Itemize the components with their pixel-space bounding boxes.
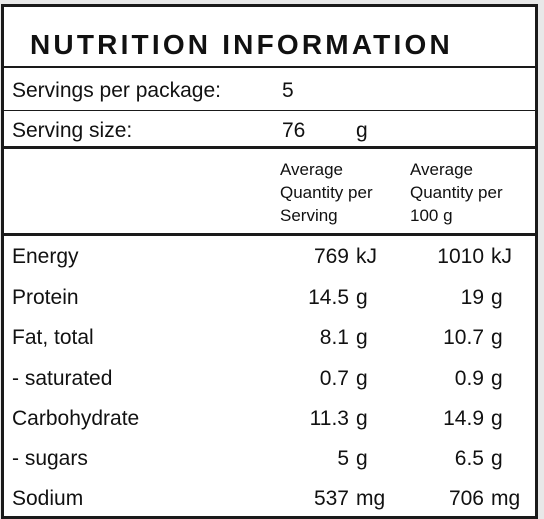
nutrient-name: - sugars — [12, 447, 88, 470]
per-100g-value: 10.7 — [443, 326, 484, 349]
per-100g-unit: g — [491, 286, 503, 309]
per-serving-unit: mg — [356, 487, 386, 510]
servings-divider — [4, 110, 535, 111]
table-row: - saturated 0.7 g 0.9 g — [4, 367, 535, 395]
table-row: Sodium 537 mg 706 mg — [4, 487, 535, 515]
nutrient-name: - saturated — [12, 367, 113, 390]
per-100g-unit: kJ — [491, 245, 512, 268]
per-100g-value: 1010 — [437, 245, 484, 268]
nutrition-panel: NUTRITION INFORMATION Servings per packa… — [1, 4, 538, 519]
per-serving-value: 8.1 — [319, 326, 349, 349]
serving-size-value: 76 — [282, 119, 306, 142]
per-serving-unit: g — [356, 407, 368, 430]
per-serving-value: 5 — [337, 447, 349, 470]
per-serving-unit: kJ — [356, 245, 377, 268]
per-100g-unit: mg — [491, 487, 521, 510]
serving-size-label: Serving size: — [12, 119, 133, 142]
per-100g-value: 14.9 — [443, 407, 484, 430]
per-serving-value: 0.7 — [319, 367, 349, 390]
per-100g-value: 19 — [460, 286, 484, 309]
table-row: - sugars 5 g 6.5 g — [4, 447, 535, 475]
per-100g-unit: g — [491, 407, 503, 430]
table-row: Energy 769 kJ 1010 kJ — [4, 245, 535, 273]
per-serving-value: 537 — [313, 487, 349, 510]
nutrient-name: Protein — [12, 286, 79, 309]
column-header-per-100g: Average Quantity per 100 g — [410, 160, 503, 225]
per-serving-value: 11.3 — [309, 407, 349, 430]
per-serving-value: 769 — [313, 245, 349, 268]
per-100g-unit: g — [491, 326, 503, 349]
nutrient-name: Carbohydrate — [12, 407, 140, 430]
header-top-divider — [4, 146, 535, 149]
nutrient-name: Sodium — [12, 487, 84, 510]
per-100g-value: 6.5 — [454, 447, 484, 470]
per-100g-unit: g — [491, 447, 503, 470]
title-divider — [4, 66, 535, 68]
nutrient-name: Energy — [12, 245, 79, 268]
per-serving-unit: g — [356, 447, 368, 470]
per-serving-unit: g — [356, 367, 368, 390]
per-100g-value: 0.9 — [454, 367, 484, 390]
serving-size-unit: g — [356, 119, 368, 142]
per-100g-unit: g — [491, 367, 503, 390]
nutrient-name: Fat, total — [12, 326, 94, 349]
column-header-per-serving: Average Quantity per Serving — [280, 160, 373, 225]
per-serving-unit: g — [356, 326, 368, 349]
table-row: Protein 14.5 g 19 g — [4, 286, 535, 314]
panel-title: NUTRITION INFORMATION — [30, 29, 453, 60]
servings-value: 5 — [282, 79, 294, 102]
servings-label: Servings per package: — [12, 79, 221, 102]
header-bottom-divider — [4, 233, 535, 236]
per-100g-value: 706 — [448, 487, 484, 510]
per-serving-unit: g — [356, 286, 368, 309]
per-serving-value: 14.5 — [308, 286, 349, 309]
table-row: Fat, total 8.1 g 10.7 g — [4, 326, 535, 354]
table-row: Carbohydrate 11.3 g 14.9 g — [4, 407, 535, 435]
